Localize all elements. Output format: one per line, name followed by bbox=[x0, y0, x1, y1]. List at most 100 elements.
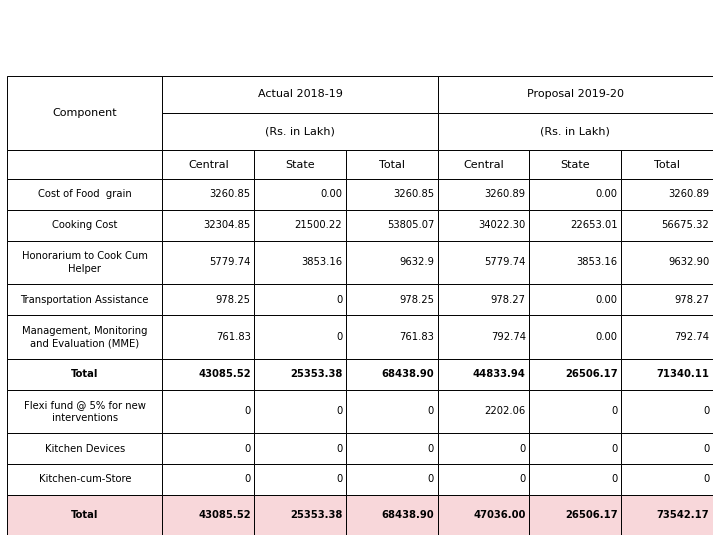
Bar bbox=[163, 240, 254, 284]
Text: Total: Total bbox=[654, 159, 680, 170]
Text: (Rs. in Lakh): (Rs. in Lakh) bbox=[265, 126, 335, 137]
Bar bbox=[438, 113, 713, 150]
Text: 0: 0 bbox=[336, 295, 343, 305]
Bar bbox=[346, 389, 438, 433]
Text: 9632.9: 9632.9 bbox=[399, 258, 434, 267]
Bar bbox=[346, 210, 438, 240]
Text: 3260.89: 3260.89 bbox=[485, 190, 526, 199]
Bar bbox=[7, 433, 163, 464]
Bar bbox=[254, 495, 346, 535]
Bar bbox=[621, 433, 713, 464]
Bar bbox=[438, 210, 529, 240]
Text: 32304.85: 32304.85 bbox=[203, 220, 251, 230]
Bar bbox=[254, 179, 346, 210]
Bar bbox=[254, 210, 346, 240]
Text: Component: Component bbox=[53, 108, 117, 118]
Bar bbox=[529, 179, 621, 210]
Bar bbox=[621, 284, 713, 315]
Text: 68438.90: 68438.90 bbox=[382, 369, 434, 379]
Text: 53805.07: 53805.07 bbox=[387, 220, 434, 230]
Text: 792.74: 792.74 bbox=[674, 332, 709, 342]
Text: Actual 2018-19: Actual 2018-19 bbox=[258, 89, 343, 99]
Text: 47036.00: 47036.00 bbox=[474, 510, 526, 519]
Bar bbox=[621, 464, 713, 495]
Bar bbox=[254, 150, 346, 179]
Text: Flexi fund @ 5% for new
interventions: Flexi fund @ 5% for new interventions bbox=[24, 400, 145, 423]
Text: 0: 0 bbox=[244, 444, 251, 454]
Bar bbox=[346, 359, 438, 389]
Bar bbox=[7, 284, 163, 315]
Text: Kitchen-cum-Store: Kitchen-cum-Store bbox=[39, 475, 131, 484]
Text: 0: 0 bbox=[428, 475, 434, 484]
Text: 0: 0 bbox=[611, 407, 618, 416]
Text: 68438.90: 68438.90 bbox=[382, 510, 434, 519]
Bar bbox=[254, 464, 346, 495]
Bar bbox=[254, 315, 346, 359]
Text: 0.00: 0.00 bbox=[595, 332, 618, 342]
Text: 0: 0 bbox=[520, 475, 526, 484]
Bar bbox=[346, 179, 438, 210]
Bar bbox=[438, 179, 529, 210]
Text: 761.83: 761.83 bbox=[399, 332, 434, 342]
Text: 0.00: 0.00 bbox=[595, 190, 618, 199]
Text: 26506.17: 26506.17 bbox=[565, 510, 618, 519]
Text: 761.83: 761.83 bbox=[216, 332, 251, 342]
Text: 0: 0 bbox=[703, 444, 709, 454]
Text: 9632.90: 9632.90 bbox=[668, 258, 709, 267]
Text: 26506.17: 26506.17 bbox=[565, 369, 618, 379]
Bar bbox=[621, 179, 713, 210]
Text: 978.25: 978.25 bbox=[215, 295, 251, 305]
Bar bbox=[529, 150, 621, 179]
Text: 0: 0 bbox=[336, 332, 343, 342]
Text: 0: 0 bbox=[520, 444, 526, 454]
Bar bbox=[163, 464, 254, 495]
Bar bbox=[163, 76, 438, 113]
Text: 978.27: 978.27 bbox=[674, 295, 709, 305]
Text: 3260.89: 3260.89 bbox=[668, 190, 709, 199]
Text: Annual Work Plan & Budget: 2019-20: Annual Work Plan & Budget: 2019-20 bbox=[0, 18, 720, 52]
Bar bbox=[7, 359, 163, 389]
Bar bbox=[621, 240, 713, 284]
Bar bbox=[529, 359, 621, 389]
Text: Cooking Cost: Cooking Cost bbox=[52, 220, 117, 230]
Text: Management, Monitoring
and Evaluation (MME): Management, Monitoring and Evaluation (M… bbox=[22, 326, 148, 348]
Bar bbox=[346, 150, 438, 179]
Text: (Rs. in Lakh): (Rs. in Lakh) bbox=[540, 126, 610, 137]
Text: 0: 0 bbox=[428, 407, 434, 416]
Text: 5779.74: 5779.74 bbox=[210, 258, 251, 267]
Text: State: State bbox=[560, 159, 590, 170]
Bar bbox=[621, 495, 713, 535]
Bar bbox=[163, 179, 254, 210]
Bar bbox=[346, 284, 438, 315]
Text: 43085.52: 43085.52 bbox=[198, 510, 251, 519]
Bar bbox=[7, 76, 163, 150]
Bar bbox=[254, 389, 346, 433]
Bar bbox=[621, 315, 713, 359]
Bar bbox=[163, 359, 254, 389]
Text: 0: 0 bbox=[611, 444, 618, 454]
Text: 3260.85: 3260.85 bbox=[393, 190, 434, 199]
Bar bbox=[438, 240, 529, 284]
Text: 978.25: 978.25 bbox=[399, 295, 434, 305]
Bar bbox=[346, 240, 438, 284]
Text: State: State bbox=[285, 159, 315, 170]
Text: 0: 0 bbox=[428, 444, 434, 454]
Bar bbox=[438, 76, 713, 113]
Bar bbox=[254, 240, 346, 284]
Bar bbox=[254, 433, 346, 464]
Bar bbox=[163, 113, 438, 150]
Bar bbox=[529, 495, 621, 535]
Text: Total: Total bbox=[71, 369, 99, 379]
Text: 792.74: 792.74 bbox=[491, 332, 526, 342]
Text: 0: 0 bbox=[244, 407, 251, 416]
Bar bbox=[7, 389, 163, 433]
Bar bbox=[163, 284, 254, 315]
Bar bbox=[438, 150, 529, 179]
Text: Total: Total bbox=[71, 510, 99, 519]
Text: 0: 0 bbox=[336, 444, 343, 454]
Bar bbox=[7, 210, 163, 240]
Text: 0.00: 0.00 bbox=[595, 295, 618, 305]
Bar bbox=[346, 315, 438, 359]
Text: 56675.32: 56675.32 bbox=[662, 220, 709, 230]
Bar bbox=[7, 315, 163, 359]
